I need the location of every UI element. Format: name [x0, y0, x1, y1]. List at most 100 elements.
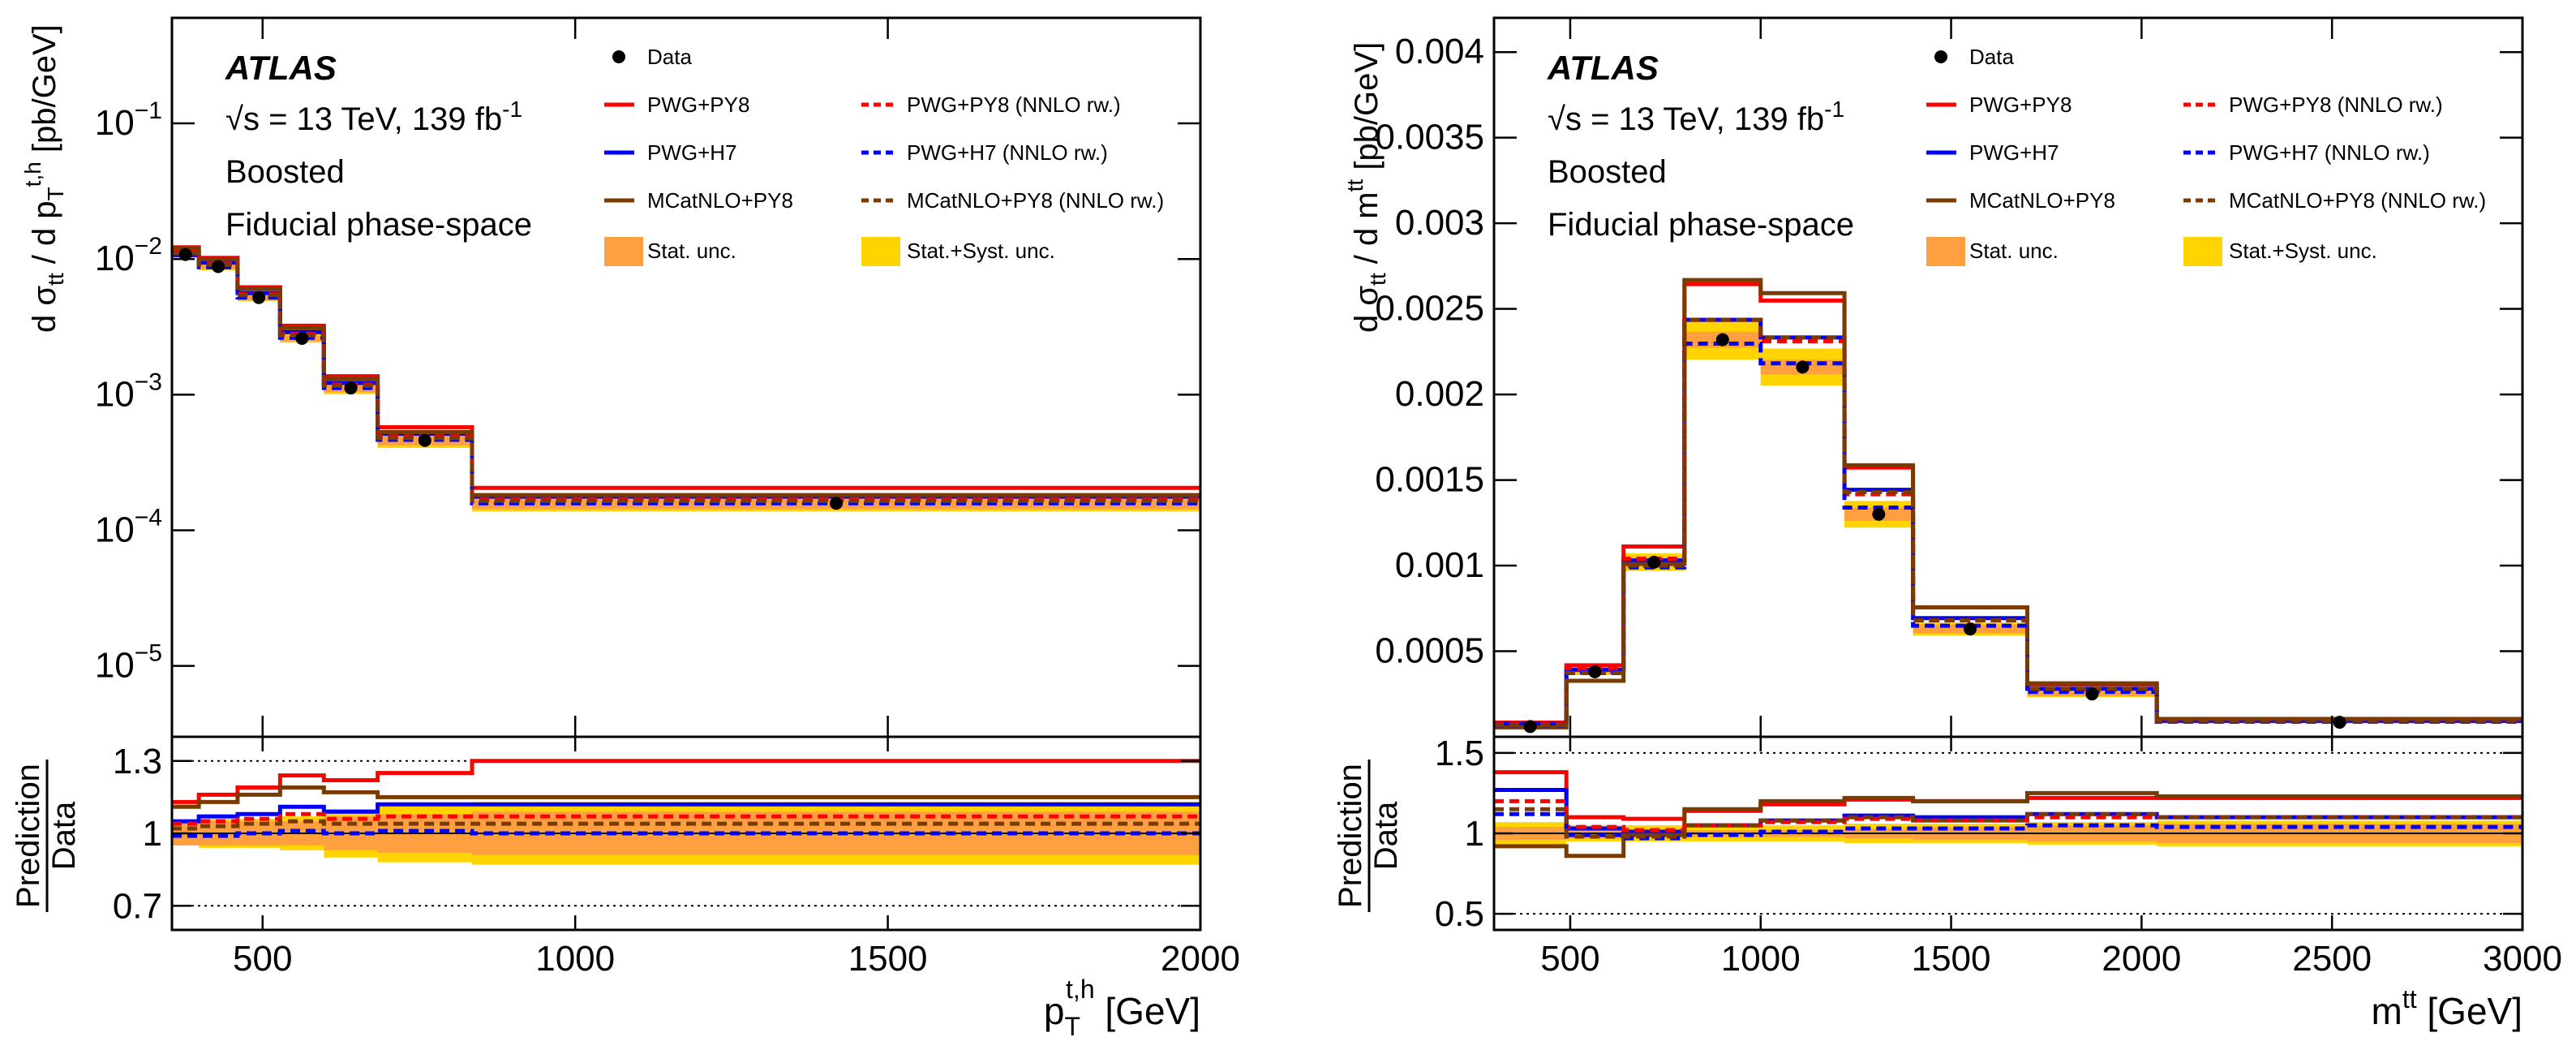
prediction-line — [1494, 282, 2522, 725]
svg-text:Prediction: Prediction — [1333, 764, 1368, 908]
legend-data-label: Data — [647, 45, 692, 69]
mtt-ratio-y-axis-title: Prediction Data — [1333, 760, 1404, 912]
pt-axis-ticks: 500 1000 1500 2000 10−5 10−4 10−3 10−2 10−1 0.7 1 1… — [95, 18, 1240, 979]
data-point — [1715, 333, 1729, 346]
data-point — [1647, 555, 1661, 569]
y-tick-label: 10−4 — [95, 504, 162, 549]
ratio-y-tick-label: 0.5 — [1435, 894, 1484, 934]
ratio-y-tick-label: 1 — [1465, 814, 1484, 854]
ratio-prediction-line — [1494, 790, 2522, 859]
ratio-prediction-line — [172, 811, 1200, 826]
x-tick-label: 500 — [233, 939, 292, 979]
y-tick-label: 0.0025 — [1375, 289, 1484, 329]
prediction-line — [1494, 341, 2522, 728]
y-tick-label: 10−2 — [95, 233, 162, 278]
mtt-panel: 500 1000 1500 2000 2500 3000 0.0005 0.001 0.0015… — [1333, 16, 2562, 1032]
legend-stat-label: Stat. unc. — [647, 239, 736, 263]
legend-stat-label: Stat. unc. — [1969, 239, 2059, 263]
ratio-y-tick-label: 1.5 — [1435, 734, 1484, 773]
ratio-y-tick-label: 0.7 — [113, 886, 162, 926]
x-tick-label: 2000 — [2102, 939, 2181, 979]
x-tick-label: 1000 — [535, 939, 615, 979]
y-tick-label: 10−1 — [95, 97, 162, 143]
x-tick-label: 1000 — [1721, 939, 1801, 979]
mtt-ratio-plot-content — [1494, 751, 2522, 915]
data-point — [212, 260, 225, 273]
y-tick-label: 0.0035 — [1375, 118, 1484, 157]
x-tick-label: 500 — [1540, 939, 1599, 979]
mtt-axis-ticks: 500 1000 1500 2000 2500 3000 0.0005 0.001 0.0015… — [1375, 18, 2562, 979]
data-point — [1588, 665, 1602, 678]
x-tick-label: 3000 — [2483, 939, 2562, 979]
data-point — [1964, 622, 1977, 636]
y-tick-label: 0.001 — [1395, 545, 1484, 585]
mtt-atlas-label: ATLAS — [1547, 49, 1659, 87]
prediction-line — [1494, 278, 2522, 729]
legend-pwg-h7-rw-label: PWG+H7 (NNLO rw.) — [907, 140, 1108, 165]
data-point — [344, 381, 358, 395]
legend-pwg-py8-rw-label: PWG+PY8 (NNLO rw.) — [2229, 93, 2443, 117]
pt-atlas-label: ATLAS — [225, 49, 337, 87]
pt-main-plot-content — [172, 245, 1200, 512]
prediction-line — [172, 251, 1200, 503]
legend-syst-label: Stat.+Syst. unc. — [2229, 239, 2377, 263]
legend-pwg-py8-rw-label: PWG+PY8 (NNLO rw.) — [907, 93, 1121, 117]
ratio-prediction-line — [1494, 807, 2522, 839]
prediction-line — [1494, 317, 2522, 727]
mtt-y-axis-title: d σtt / d mtt [pb/GeV] — [1342, 42, 1390, 333]
legend-mcatnlo-py8-label: MCatNLO+PY8 — [1969, 188, 2115, 213]
y-tick-label: 10−5 — [95, 640, 162, 686]
data-point — [1523, 720, 1537, 734]
ratio-prediction-line — [1494, 811, 2522, 841]
pt-phase-space-label: Fiducial phase-space — [225, 207, 532, 243]
pt-y-axis-title: d σtt / d pTt,h [pb/GeV] — [20, 24, 68, 333]
pt-panel: 500 1000 1500 2000 10−5 10−4 10−3 10−2 10−1 0.7 1 1… — [11, 16, 1240, 1041]
pt-ratio-plot-content — [172, 759, 1200, 907]
data-point — [178, 247, 192, 261]
legend-syst-label: Stat.+Syst. unc. — [907, 239, 1055, 263]
data-point — [829, 497, 843, 510]
ratio-y-tick-label: 1 — [143, 814, 162, 854]
legend-data-marker — [1934, 50, 1947, 63]
pt-energy-label: √s = 13 TeV, 139 fb-1 — [225, 97, 522, 137]
legend-mcatnlo-py8-rw-label: MCatNLO+PY8 (NNLO rw.) — [2229, 188, 2486, 213]
y-tick-label: 0.0015 — [1375, 460, 1484, 500]
mtt-energy-label: √s = 13 TeV, 139 fb-1 — [1548, 97, 1844, 137]
y-tick-label: 10−3 — [95, 368, 162, 414]
prediction-line — [172, 246, 1200, 497]
mtt-phase-space-label: Fiducial phase-space — [1548, 207, 1854, 243]
ratio-prediction-line — [172, 759, 1200, 804]
legend-mcatnlo-py8-label: MCatNLO+PY8 — [647, 188, 793, 213]
ratio-prediction-line — [172, 802, 1200, 824]
legend-stat-swatch — [604, 237, 643, 266]
legend-syst-swatch — [2183, 237, 2222, 266]
x-tick-label: 1500 — [1912, 939, 1991, 979]
legend-data-marker — [612, 50, 625, 63]
data-point — [2085, 687, 2099, 701]
svg-text:Data: Data — [46, 801, 82, 870]
ratio-prediction-line — [172, 828, 1200, 838]
prediction-line — [172, 249, 1200, 499]
ratio-y-tick-label: 1.3 — [113, 742, 162, 781]
mtt-main-plot-content — [1494, 278, 2522, 734]
data-point — [295, 331, 309, 345]
mtt-legend: Data PWG+PY8 PWG+H7 MCatNLO+PY8 Stat. un… — [1926, 45, 2486, 266]
pt-region-label: Boosted — [225, 154, 345, 190]
data-point — [2333, 716, 2346, 729]
pt-legend: Data PWG+PY8 PWG+H7 MCatNLO+PY8 Stat. un… — [604, 45, 1164, 266]
mtt-x-axis-title: mtt [GeV] — [2372, 984, 2523, 1032]
x-tick-label: 2000 — [1161, 939, 1240, 979]
svg-text:Data: Data — [1368, 801, 1404, 870]
legend-pwg-py8-label: PWG+PY8 — [647, 93, 749, 117]
legend-pwg-h7-label: PWG+H7 — [1969, 140, 2059, 165]
y-tick-label: 0.003 — [1395, 203, 1484, 243]
y-tick-label: 0.002 — [1395, 374, 1484, 414]
ratio-prediction-line — [172, 819, 1200, 831]
legend-mcatnlo-py8-rw-label: MCatNLO+PY8 (NNLO rw.) — [907, 188, 1164, 213]
mtt-region-label: Boosted — [1548, 154, 1667, 190]
legend-data-label: Data — [1969, 45, 2014, 69]
ratio-prediction-line — [172, 785, 1200, 809]
legend-syst-swatch — [861, 237, 900, 266]
legend-pwg-py8-label: PWG+PY8 — [1969, 93, 2072, 117]
